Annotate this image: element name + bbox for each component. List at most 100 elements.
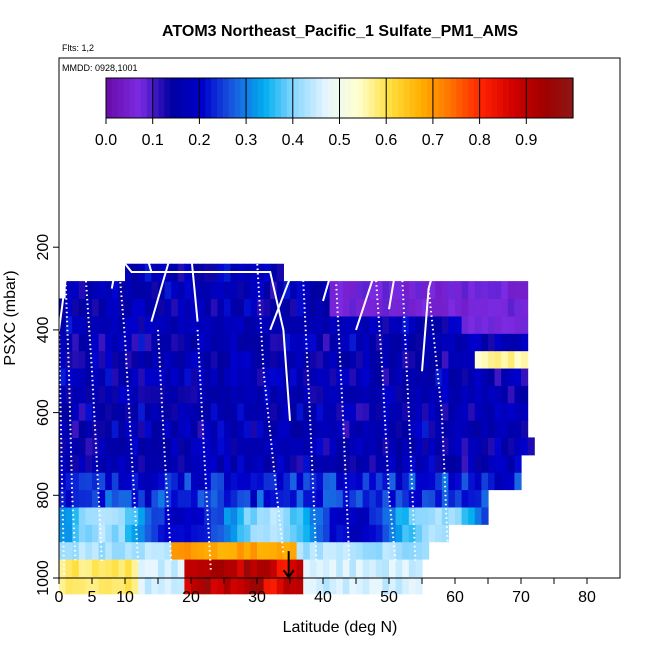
heatmap-cell [217,506,225,525]
heatmap-cell [85,524,93,543]
heatmap-cell [382,472,390,491]
heatmap-cell [481,472,489,491]
heatmap-cell [164,281,172,300]
heatmap-cell [59,420,67,439]
heatmap-cell [369,333,377,352]
colorbar-cell [181,78,189,118]
heatmap-cell [158,558,166,577]
heatmap-cell [98,489,106,508]
heatmap-cell [435,385,443,404]
heatmap-cell [356,541,364,560]
heatmap-cell [164,524,172,543]
heatmap-cell [237,506,245,525]
heatmap-cell [422,489,430,508]
heatmap-cell [164,472,172,491]
heatmap-cell [118,524,126,543]
heatmap-cell [507,350,515,369]
heatmap-cell [375,437,383,456]
heatmap-cell [422,298,430,317]
heatmap-cell [441,454,449,473]
heatmap-cell [428,350,436,369]
heatmap-cell [270,420,278,439]
heatmap-cell [105,437,113,456]
heatmap-cell [349,420,357,439]
heatmap-cell [283,524,291,543]
heatmap-cell [171,333,179,352]
heatmap-cell [356,333,364,352]
heatmap-cell [197,541,205,560]
heatmap-cell [395,437,403,456]
heatmap-cell [481,454,489,473]
colorbar-cell [520,78,527,118]
heatmap-cell [402,420,410,439]
heatmap-cell [72,489,80,508]
heatmap-cell [336,558,344,577]
heatmap-cell [303,367,311,386]
y-axis: 200 400 600 800 1000 [35,234,59,596]
heatmap-cell [290,367,298,386]
heatmap-cell [356,298,364,317]
heatmap-cell [336,437,344,456]
heatmap-cell [111,367,119,386]
heatmap-cell [369,402,377,421]
heatmap-cell [303,524,311,543]
heatmap-cell [501,350,509,369]
heatmap-cell [118,472,126,491]
heatmap-cell [290,489,298,508]
heatmap-cell [316,281,324,300]
colorbar-tick-label: 0.0 [95,132,117,149]
heatmap-cell [111,454,119,473]
heatmap-cell [309,350,317,369]
heatmap-cell [488,350,496,369]
heatmap-cell [65,558,73,577]
heatmap-cell [408,576,416,595]
heatmap-cell [389,420,397,439]
heatmap-cell [435,437,443,456]
colorbar-cell [368,78,376,118]
heatmap-cell [98,576,106,595]
heatmap-cell [369,506,377,525]
colorbar-tick-label: 0.1 [142,132,164,149]
colorbar-tick-label: 0.7 [422,132,444,149]
heatmap-cell [514,437,522,456]
heatmap-cell [336,402,344,421]
heatmap-cell [65,454,73,473]
heatmap-cell [507,367,515,386]
heatmap-cell [428,367,436,386]
heatmap-cell [111,420,119,439]
heatmap-cell [296,281,304,300]
heatmap-cell [441,385,449,404]
heatmap-cell [356,437,364,456]
heatmap-cell [468,350,476,369]
heatmap-cell [85,402,93,421]
heatmap-cell [369,315,377,334]
heatmap-cell [507,420,515,439]
heatmap-cell [72,333,80,352]
heatmap-cell [191,454,199,473]
heatmap-cell [501,385,509,404]
heatmap-cell [270,367,278,386]
heatmap-cell [65,437,73,456]
heatmap-cell [303,454,311,473]
heatmap-cell [481,367,489,386]
heatmap-cell [197,298,205,317]
heatmap-cell [230,298,238,317]
heatmap-cell [494,402,502,421]
heatmap-cell [138,437,146,456]
heatmap-cell [224,315,232,334]
heatmap-cell [382,454,390,473]
heatmap-cell [441,333,449,352]
heatmap-cell [151,489,159,508]
colorbar-cell [111,78,119,118]
y-tick-label: 800 [35,482,52,509]
heatmap-cell [362,524,370,543]
heatmap-cell [65,350,73,369]
colorbar-cell [117,78,125,118]
heatmap-cell [171,385,179,404]
heatmap-cell [389,315,397,334]
flights-annotation: Flts: 1,2 [62,43,94,53]
heatmap-cell [349,541,357,560]
heatmap-cell [309,472,317,491]
heatmap-cell [362,541,370,560]
heatmap-cell [329,576,337,595]
